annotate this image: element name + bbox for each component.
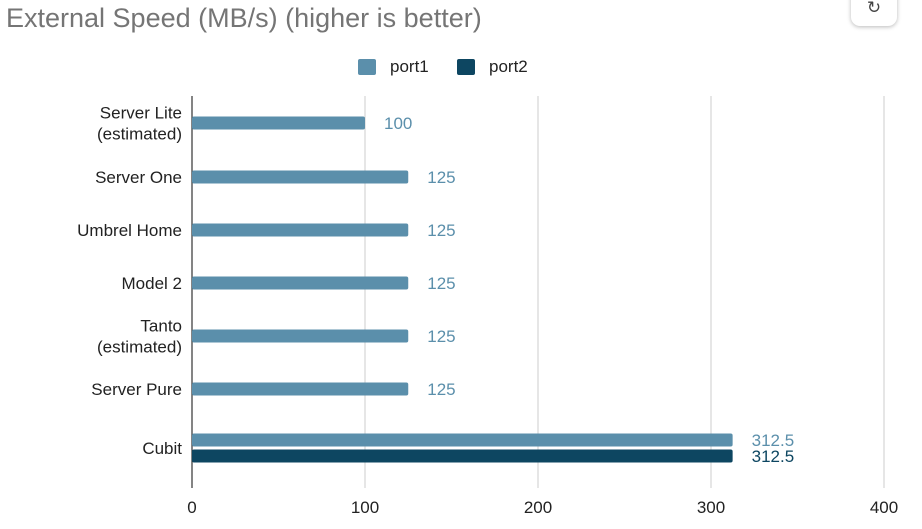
bar-port1 [192, 116, 365, 130]
data-label-port1: 125 [427, 327, 455, 346]
x-tick-label: 0 [187, 498, 196, 517]
legend-label-port2: port2 [489, 57, 528, 76]
category-label: (estimated) [97, 125, 182, 144]
category-label: Tanto [140, 317, 182, 336]
bar-port2 [192, 449, 733, 463]
bar-port1 [192, 382, 409, 396]
category-label: Server One [95, 168, 182, 187]
bar-port1 [192, 276, 409, 290]
category-label: (estimated) [97, 338, 182, 357]
data-label-port1: 125 [427, 168, 455, 187]
data-label-port1: 125 [427, 221, 455, 240]
x-tick-label: 300 [697, 498, 725, 517]
data-label-port1: 125 [427, 380, 455, 399]
category-label: Umbrel Home [77, 221, 182, 240]
category-label: Model 2 [122, 274, 182, 293]
bar-port1 [192, 433, 733, 447]
category-label: Server Lite [100, 104, 182, 123]
legend-label-port1: port1 [390, 57, 429, 76]
x-tick-label: 100 [351, 498, 379, 517]
data-label-port2: 312.5 [752, 447, 795, 466]
refresh-icon: ↻ [866, 0, 882, 17]
category-label: Server Pure [91, 380, 182, 399]
x-tick-label: 400 [870, 498, 898, 517]
legend-swatch-port1 [358, 59, 376, 75]
legend-swatch-port2 [457, 59, 475, 75]
category-label: Cubit [142, 439, 182, 458]
data-label-port1: 312.5 [752, 431, 795, 450]
bar-port1 [192, 329, 409, 343]
data-label-port1: 100 [384, 114, 412, 133]
bar-port1 [192, 170, 409, 184]
chart-title: External Speed (MB/s) (higher is better) [6, 3, 482, 33]
bar-port1 [192, 223, 409, 237]
refresh-button[interactable]: ↻ [851, 0, 897, 26]
data-label-port1: 125 [427, 274, 455, 293]
x-tick-label: 200 [524, 498, 552, 517]
